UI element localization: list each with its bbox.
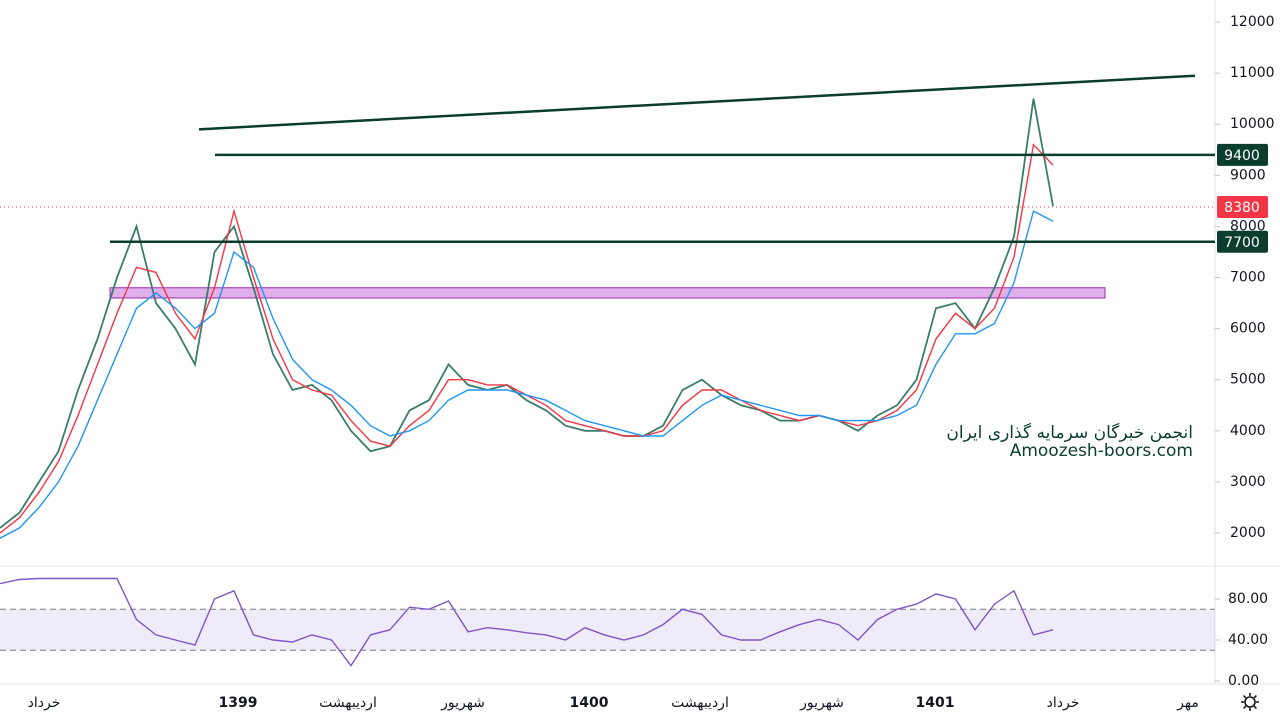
- y-tick-label: 6000: [1230, 321, 1266, 337]
- time-label: 1399: [219, 695, 258, 711]
- level-badge: [1217, 230, 1268, 253]
- gear-ring: [1244, 696, 1256, 708]
- y-tick-label: 10000: [1230, 116, 1275, 132]
- watermark-line: Amoozesh-boors.com: [1010, 441, 1193, 461]
- time-label: مهر: [1176, 695, 1199, 711]
- y-tick-label: 7000: [1230, 270, 1266, 286]
- trendline: [198, 74, 1196, 131]
- watermark-line: انجمن خبرگان سرمایه گذاری ایران: [946, 422, 1193, 443]
- support-zone: [109, 287, 1106, 299]
- gear-teeth: [1241, 693, 1259, 711]
- y-tick-label: 9000: [1230, 167, 1266, 183]
- price-line: [0, 143, 1054, 534]
- y-tick-label: 11000: [1230, 65, 1275, 81]
- level-label: 8380: [1224, 200, 1260, 216]
- time-label: خرداد: [1047, 695, 1080, 711]
- y-tick-label: 12000: [1230, 14, 1275, 30]
- y-tick-label: 4000: [1230, 423, 1266, 439]
- level-badge: [1217, 143, 1268, 166]
- rsi-line: [0, 577, 1054, 667]
- y-tick-label: 8000: [1230, 218, 1266, 234]
- time-label: 1400: [570, 695, 609, 711]
- rsi-band: [0, 609, 1215, 651]
- rsi-tick-label: 40.00: [1228, 632, 1268, 648]
- level-label: 7700: [1224, 235, 1260, 251]
- time-label: خرداد: [28, 695, 61, 711]
- y-tick-label: 3000: [1230, 474, 1266, 490]
- y-tick-label: 5000: [1230, 372, 1266, 388]
- level-badge: [1217, 196, 1268, 219]
- time-label: 1401: [916, 695, 955, 711]
- time-label: اردیبهشت: [671, 695, 729, 711]
- time-label: شهریور: [799, 695, 844, 711]
- price-line: [0, 210, 1054, 539]
- level-label: 9400: [1224, 148, 1260, 164]
- settings-icon[interactable]: [1241, 693, 1259, 711]
- time-label: شهریور: [440, 695, 485, 711]
- rsi-tick-label: 0.00: [1228, 673, 1259, 689]
- time-label: اردیبهشت: [319, 695, 377, 711]
- rsi-tick-label: 80.00: [1228, 591, 1268, 607]
- y-tick-label: 2000: [1230, 525, 1266, 541]
- price-line: [0, 98, 1054, 529]
